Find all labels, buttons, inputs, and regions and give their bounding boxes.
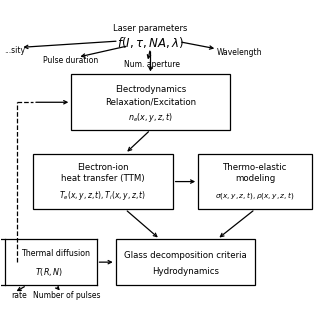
Text: ...sity: ...sity xyxy=(4,46,26,55)
Text: $f(I, \tau, NA, \lambda)$: $f(I, \tau, NA, \lambda)$ xyxy=(117,35,184,50)
Text: $T(R, N)$: $T(R, N)$ xyxy=(35,267,63,278)
Text: Num. aperture: Num. aperture xyxy=(124,60,180,69)
Text: Laser parameters: Laser parameters xyxy=(113,24,188,33)
Text: $n_e(x, y, z, t)$: $n_e(x, y, z, t)$ xyxy=(128,111,173,124)
Text: $T_e(x, y, z, t), T_i(x, y, z, t)$: $T_e(x, y, z, t), T_i(x, y, z, t)$ xyxy=(59,189,147,202)
Text: Thermal diffusion: Thermal diffusion xyxy=(21,249,90,258)
Bar xyxy=(71,74,230,130)
Text: $\sigma(x, y, z, t), \rho(x, y, z, t)$: $\sigma(x, y, z, t), \rho(x, y, z, t)$ xyxy=(215,190,295,201)
Text: Electron-ion: Electron-ion xyxy=(77,163,129,172)
Text: Wavelength: Wavelength xyxy=(217,48,263,57)
Text: Pulse duration: Pulse duration xyxy=(43,56,98,65)
Text: Hydrodynamics: Hydrodynamics xyxy=(152,267,219,276)
Bar xyxy=(198,154,312,209)
Bar xyxy=(116,239,255,285)
Text: Number of pulses: Number of pulses xyxy=(33,291,100,300)
Text: rate: rate xyxy=(11,291,27,300)
Text: Thermo-elastic: Thermo-elastic xyxy=(223,163,287,172)
Text: modeling: modeling xyxy=(235,174,275,183)
Bar xyxy=(33,154,173,209)
Text: Electrodynamics: Electrodynamics xyxy=(115,85,186,94)
Text: heat transfer (TTM): heat transfer (TTM) xyxy=(61,174,145,183)
Text: Glass decomposition criteria: Glass decomposition criteria xyxy=(124,251,247,260)
Text: Relaxation/Excitation: Relaxation/Excitation xyxy=(105,98,196,107)
